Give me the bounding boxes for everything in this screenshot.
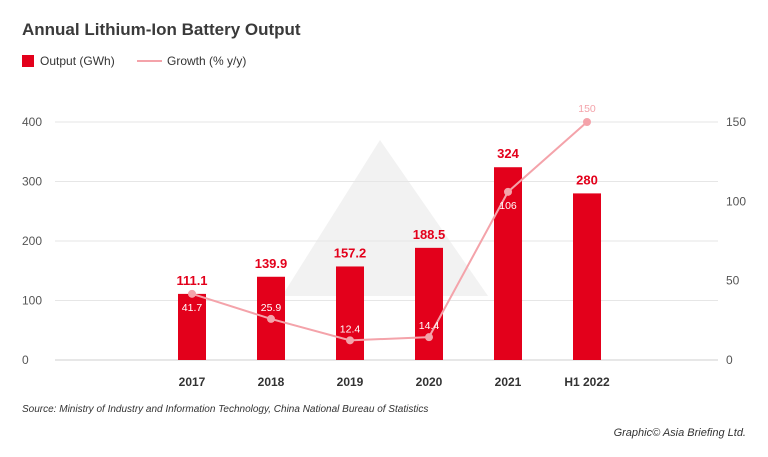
growth-value-label: 150 — [578, 103, 596, 115]
bar-value-label: 188.5 — [413, 227, 446, 242]
bar-value-label: 324 — [497, 146, 519, 161]
bar — [415, 247, 443, 360]
x-tick-label: 2020 — [416, 375, 443, 389]
growth-point — [346, 336, 354, 345]
left-axis: 0 100 200 300 400 — [22, 115, 42, 367]
right-tick-label: 150 — [726, 115, 746, 129]
x-tick-label: 2021 — [495, 375, 522, 389]
legend-label-output: Output (GWh) — [40, 54, 115, 68]
bar-value-label: 280 — [576, 172, 598, 187]
growth-value-label: 41.7 — [182, 302, 203, 314]
credit-note: Graphic© Asia Briefing Ltd. — [614, 427, 746, 439]
bar-value-label: 139.9 — [255, 256, 288, 271]
x-tick-label: H1 2022 — [564, 375, 610, 389]
x-tick-label: 2019 — [337, 375, 364, 389]
bar — [336, 266, 364, 360]
legend-label-growth: Growth (% y/y) — [167, 54, 246, 68]
right-tick-label: 50 — [726, 274, 740, 288]
bar-value-label: 157.2 — [334, 245, 367, 260]
bars — [178, 167, 601, 360]
growth-point — [188, 289, 196, 298]
source-note: Source: Ministry of Industry and Informa… — [22, 404, 428, 415]
right-axis: 0 50 100 150 — [726, 115, 746, 367]
growth-value-label: 12.4 — [340, 323, 361, 335]
growth-point — [583, 118, 591, 126]
left-tick-label: 200 — [22, 234, 42, 248]
legend: Output (GWh) Growth (% y/y) — [22, 54, 246, 68]
growth-line — [191, 121, 588, 342]
right-tick-label: 0 — [726, 353, 733, 367]
bar-labels: 111.1 139.9 157.2 188.5 324 280 — [176, 146, 597, 288]
right-tick-label: 100 — [726, 194, 746, 208]
chart-title: Annual Lithium-Ion Battery Output — [22, 20, 301, 39]
growth-value-label: 106 — [499, 200, 517, 212]
bar — [573, 193, 601, 360]
left-tick-label: 0 — [22, 353, 29, 367]
bar — [494, 167, 522, 360]
growth-point — [267, 314, 275, 323]
growth-value-label: 14.4 — [419, 320, 440, 332]
growth-series: 41.7 25.9 12.4 14.4 106 150 — [182, 103, 596, 345]
legend-swatch-output — [22, 55, 34, 67]
growth-point — [425, 333, 433, 342]
growth-point — [504, 187, 512, 196]
x-tick-label: 2017 — [179, 375, 206, 389]
x-axis: 2017 2018 2019 2020 2021 H1 2022 — [179, 375, 610, 389]
bar-value-label: 111.1 — [176, 273, 207, 288]
left-tick-label: 400 — [22, 115, 42, 129]
gridlines — [55, 121, 718, 361]
x-tick-label: 2018 — [258, 375, 285, 389]
left-tick-label: 300 — [22, 175, 42, 189]
watermark-logo — [282, 140, 488, 296]
bar — [178, 293, 206, 360]
left-tick-label: 100 — [22, 294, 42, 308]
growth-value-label: 25.9 — [261, 302, 282, 314]
